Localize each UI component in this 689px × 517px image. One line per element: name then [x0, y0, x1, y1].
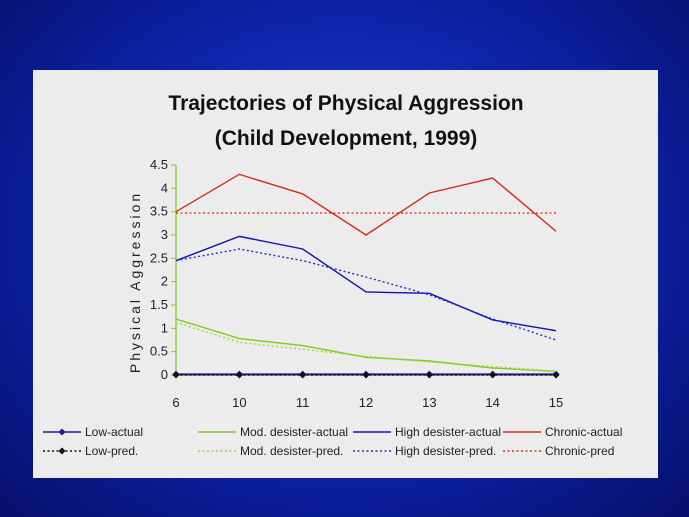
x-tick-label: 6	[172, 395, 179, 410]
series-low-pred	[172, 371, 560, 379]
legend-label: Chronic-actual	[545, 425, 622, 439]
x-tick-label: 13	[422, 395, 436, 410]
series-line-high-desister-actual	[175, 235, 557, 332]
legend-label: Mod. desister-pred.	[240, 444, 343, 458]
legend-label: Low-pred.	[85, 444, 138, 458]
y-tick-label: 1.5	[150, 297, 168, 312]
series-line-mod-desister-actual	[175, 318, 557, 372]
x-tick-label: 14	[485, 395, 499, 410]
line-chart: Trajectories of Physical Aggression (Chi…	[43, 92, 622, 458]
y-axis-ticks: 0 0.5 1 1.5 2 2.5 3 3.5 4 4.5	[150, 157, 176, 382]
legend-item-high-desister-pred: High desister-pred.	[353, 444, 496, 458]
series-mod-desister-actual	[175, 318, 557, 372]
x-axis-ticks: 6 10 11 12 13 14 15	[172, 395, 563, 410]
x-tick-label: 11	[296, 395, 310, 410]
series-line-high-desister-pred	[175, 248, 557, 341]
legend: Low-actual Low-pred. Mod. desister-actual M…	[43, 425, 622, 458]
legend-marker	[58, 428, 66, 436]
data-point-marker	[235, 371, 243, 379]
data-point-marker	[172, 371, 180, 379]
legend-item-low-pred: Low-pred.	[43, 444, 138, 458]
x-tick-label: 10	[232, 395, 246, 410]
y-tick-label: 0.5	[150, 344, 168, 359]
legend-item-mod-desister-actual: Mod. desister-actual	[198, 425, 348, 439]
data-point-marker	[299, 371, 307, 379]
data-point-marker	[425, 371, 433, 379]
data-point-marker	[552, 371, 560, 379]
legend-marker	[58, 447, 66, 455]
x-tick-label: 15	[549, 395, 563, 410]
series-high-desister-actual	[175, 235, 557, 332]
series-line-mod-desister-pred	[175, 321, 557, 372]
y-tick-label: 0	[161, 367, 168, 382]
chart-panel: Trajectories of Physical Aggression (Chi…	[33, 70, 658, 478]
y-tick-label: 2	[161, 274, 168, 289]
legend-item-low-actual: Low-actual	[43, 425, 143, 439]
data-point-marker	[489, 371, 497, 379]
y-tick-label: 3	[161, 227, 168, 242]
y-tick-label: 2.5	[150, 250, 168, 265]
series-mod-desister-pred	[175, 321, 557, 372]
y-tick-label: 3.5	[150, 204, 168, 219]
legend-label: Mod. desister-actual	[240, 425, 348, 439]
legend-item-high-desister-actual: High desister-actual	[353, 425, 501, 439]
series-lines	[172, 173, 560, 379]
legend-label: Chronic-pred	[545, 444, 614, 458]
y-tick-label: 4	[161, 180, 168, 195]
x-tick-label: 12	[359, 395, 373, 410]
y-axis-label: Physical Aggression	[127, 191, 143, 373]
data-point-marker	[362, 371, 370, 379]
legend-label: High desister-pred.	[395, 444, 496, 458]
series-chronic-actual	[175, 173, 557, 236]
series-line-chronic-actual	[175, 173, 557, 236]
legend-item-mod-desister-pred: Mod. desister-pred.	[198, 444, 343, 458]
legend-item-chronic-actual: Chronic-actual	[503, 425, 622, 439]
series-high-desister-pred	[175, 248, 557, 341]
chart-subtitle: (Child Development, 1999)	[215, 127, 478, 150]
legend-label: Low-actual	[85, 425, 143, 439]
y-tick-label: 4.5	[150, 157, 168, 172]
y-tick-label: 1	[161, 320, 168, 335]
chart-title: Trajectories of Physical Aggression	[168, 92, 523, 115]
legend-label: High desister-actual	[395, 425, 501, 439]
legend-item-chronic-pred: Chronic-pred	[503, 444, 614, 458]
